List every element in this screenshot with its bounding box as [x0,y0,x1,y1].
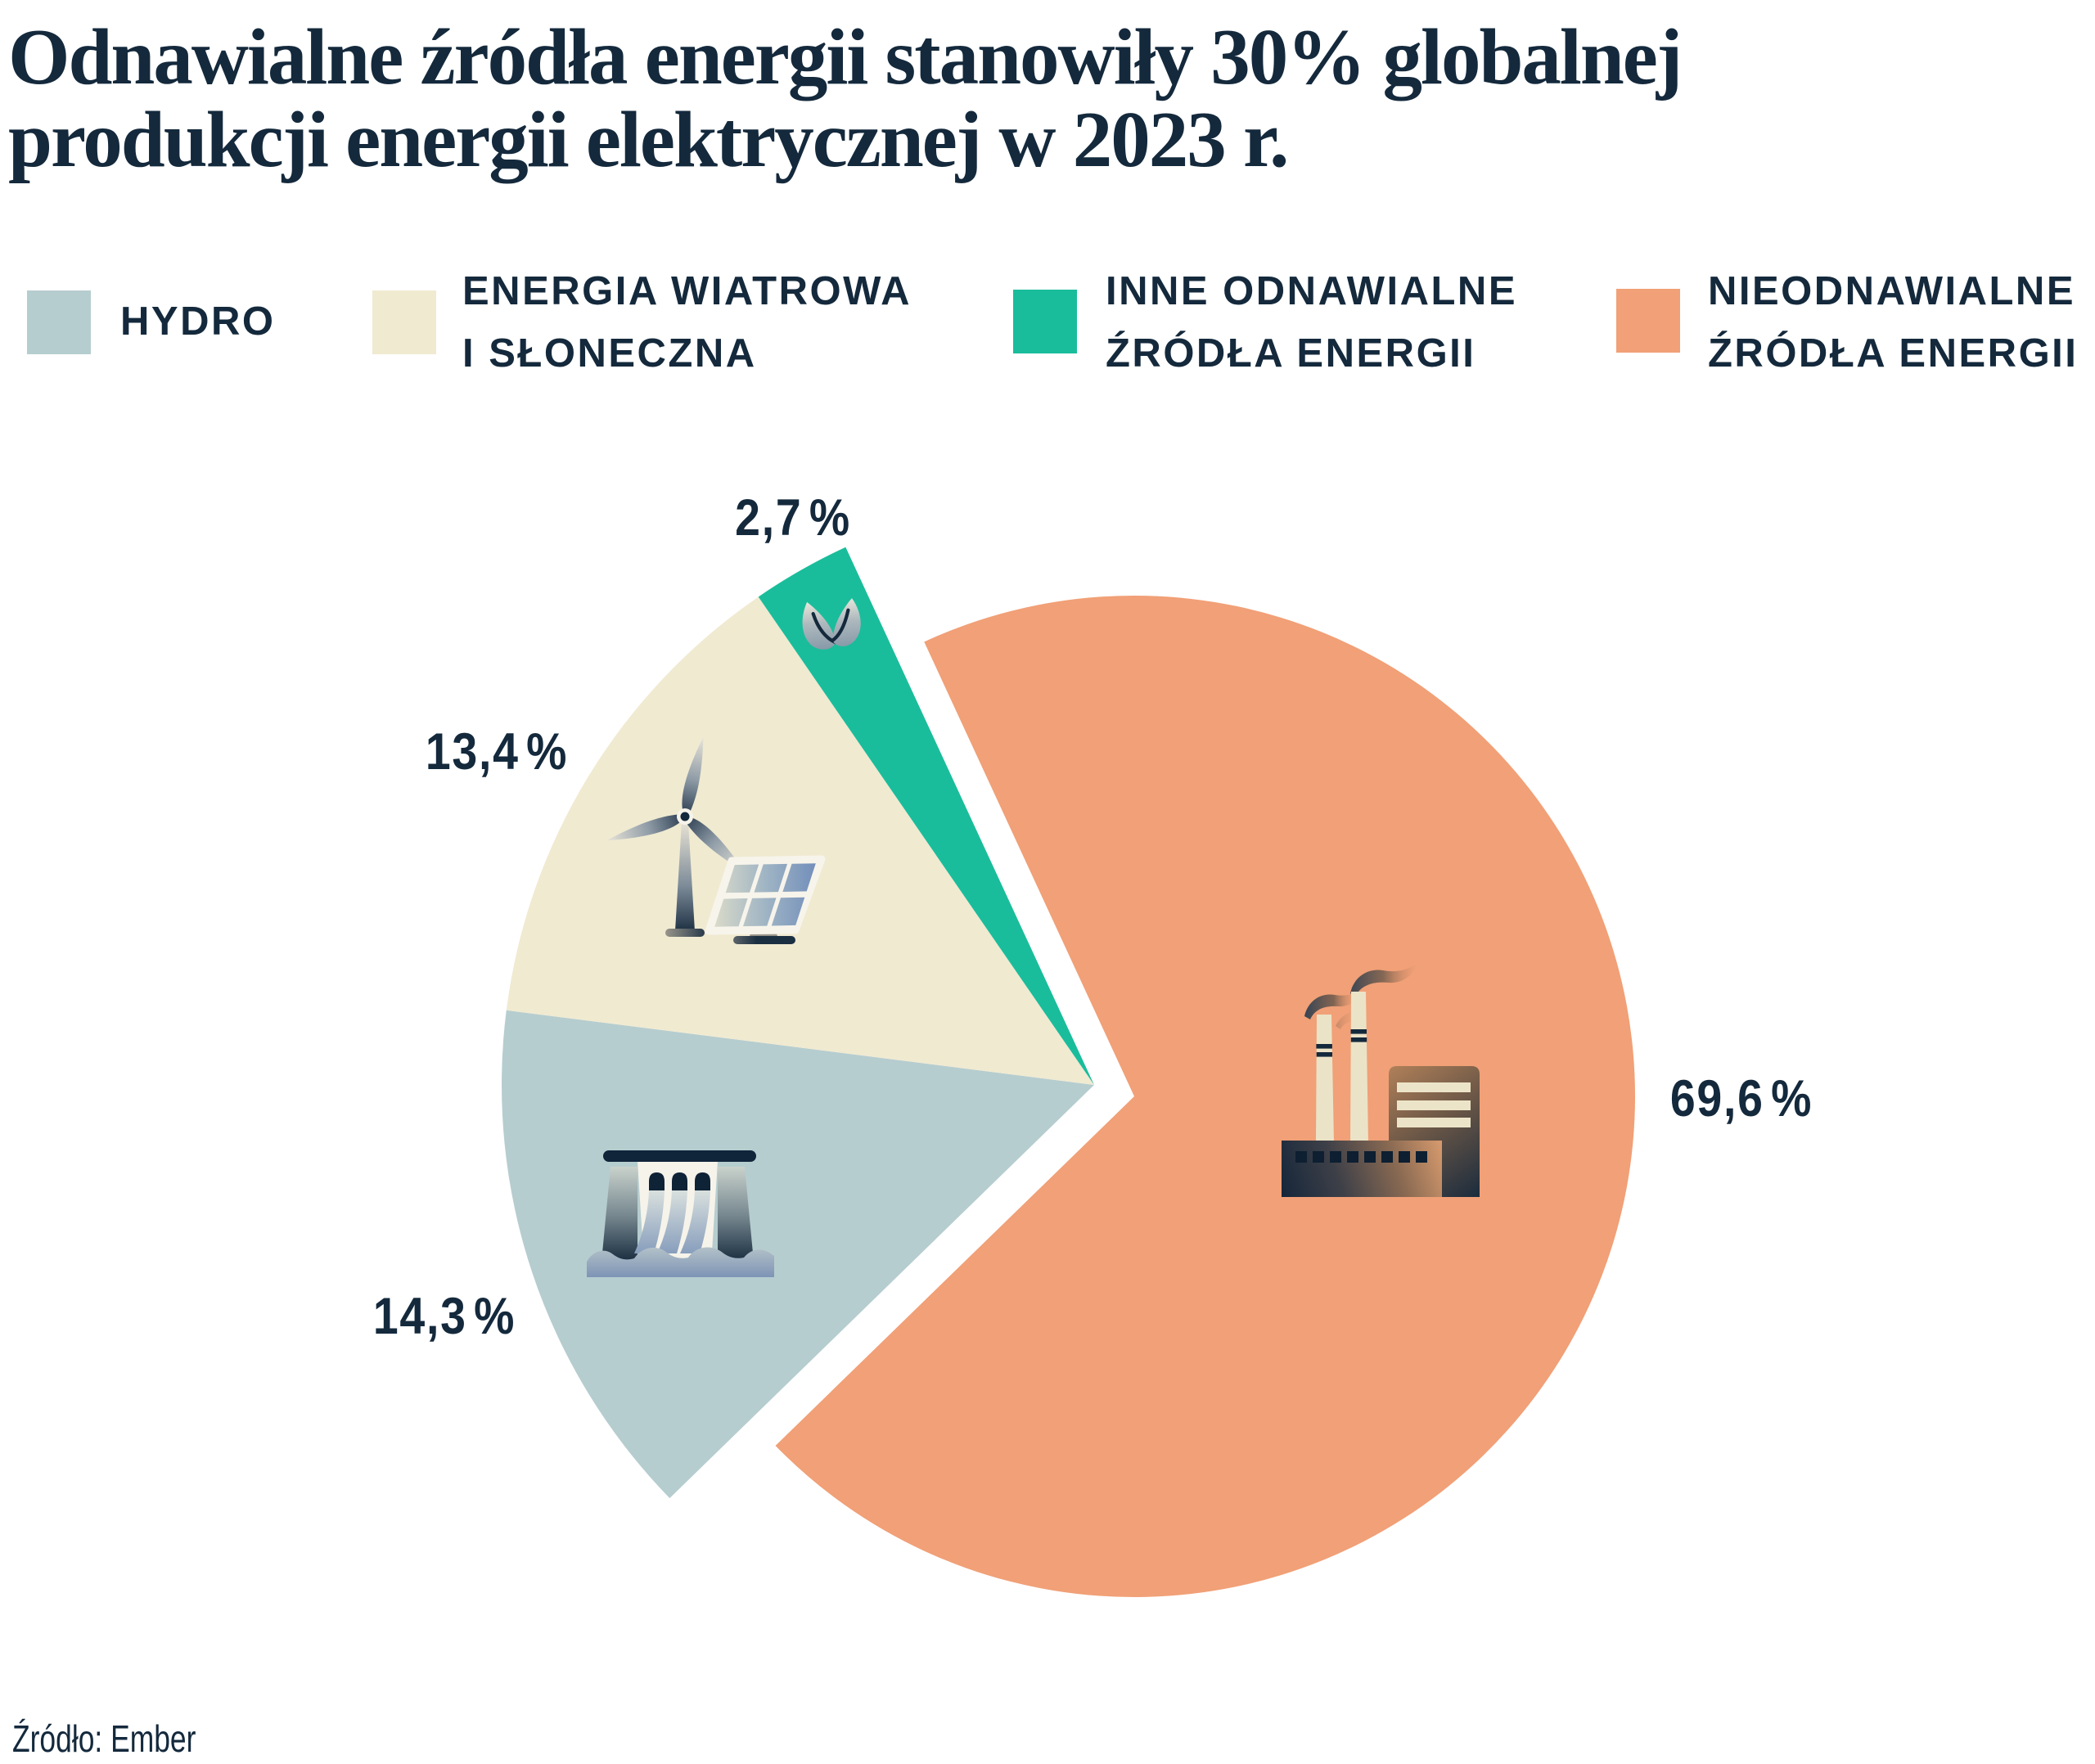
pie-slice-factory [775,596,1636,1598]
legend-swatch-wind-solar [372,290,436,354]
solar-cell [743,898,777,927]
leaf-icon [802,598,861,650]
solar-cell [754,863,787,893]
legend-swatch-non-renewables [1616,289,1680,353]
pct-label-non-renewables: 69,6 % [1669,1070,1813,1127]
legend-label-non-renewables-line1: NIEODNAWIALNE [1708,269,2075,313]
solar-cell [725,864,759,893]
pct-label-wind-solar: 13,4 % [425,723,569,781]
pct-label-other-renewables: 2,7 % [735,489,851,547]
legend-swatch-hydro [27,290,91,354]
legend-label-hydro: HYDRO [120,299,276,344]
solar-cell [782,863,816,892]
factory-windows [1295,1151,1427,1163]
chart-title: Odnawialne źródła energii stanowiły 30% … [8,12,1683,183]
solar-panel-icon [705,855,826,944]
legend-label-other-renewables-line1: INNE ODNAWIALNE [1106,269,1517,313]
legend-swatch-other-renewables [1013,290,1077,353]
legend-label-non-renewables-line2: ŹRÓDŁA ENERGII [1708,331,2079,376]
source-note: Źródło: Ember [12,1717,196,1760]
factory-icon [1282,963,1480,1197]
legend-label-wind-solar-line2: I SŁONECZNA [462,331,757,376]
legend-label-other-renewables-line2: ŹRÓDŁA ENERGII [1106,331,1476,376]
solar-cells [714,863,816,927]
pie-slice-leaf [758,547,1094,1085]
pie-slice-dam [501,1010,1094,1499]
pie-slice-wind-turbine-solar-panel [506,596,1094,1085]
solar-cell [771,897,805,926]
solar-cell [714,898,748,927]
hydro-dam-icon [587,1150,774,1277]
legend-label-wind-solar-line1: ENERGIA WIATROWA [462,269,912,313]
pct-label-hydro: 14,3 % [372,1288,516,1345]
